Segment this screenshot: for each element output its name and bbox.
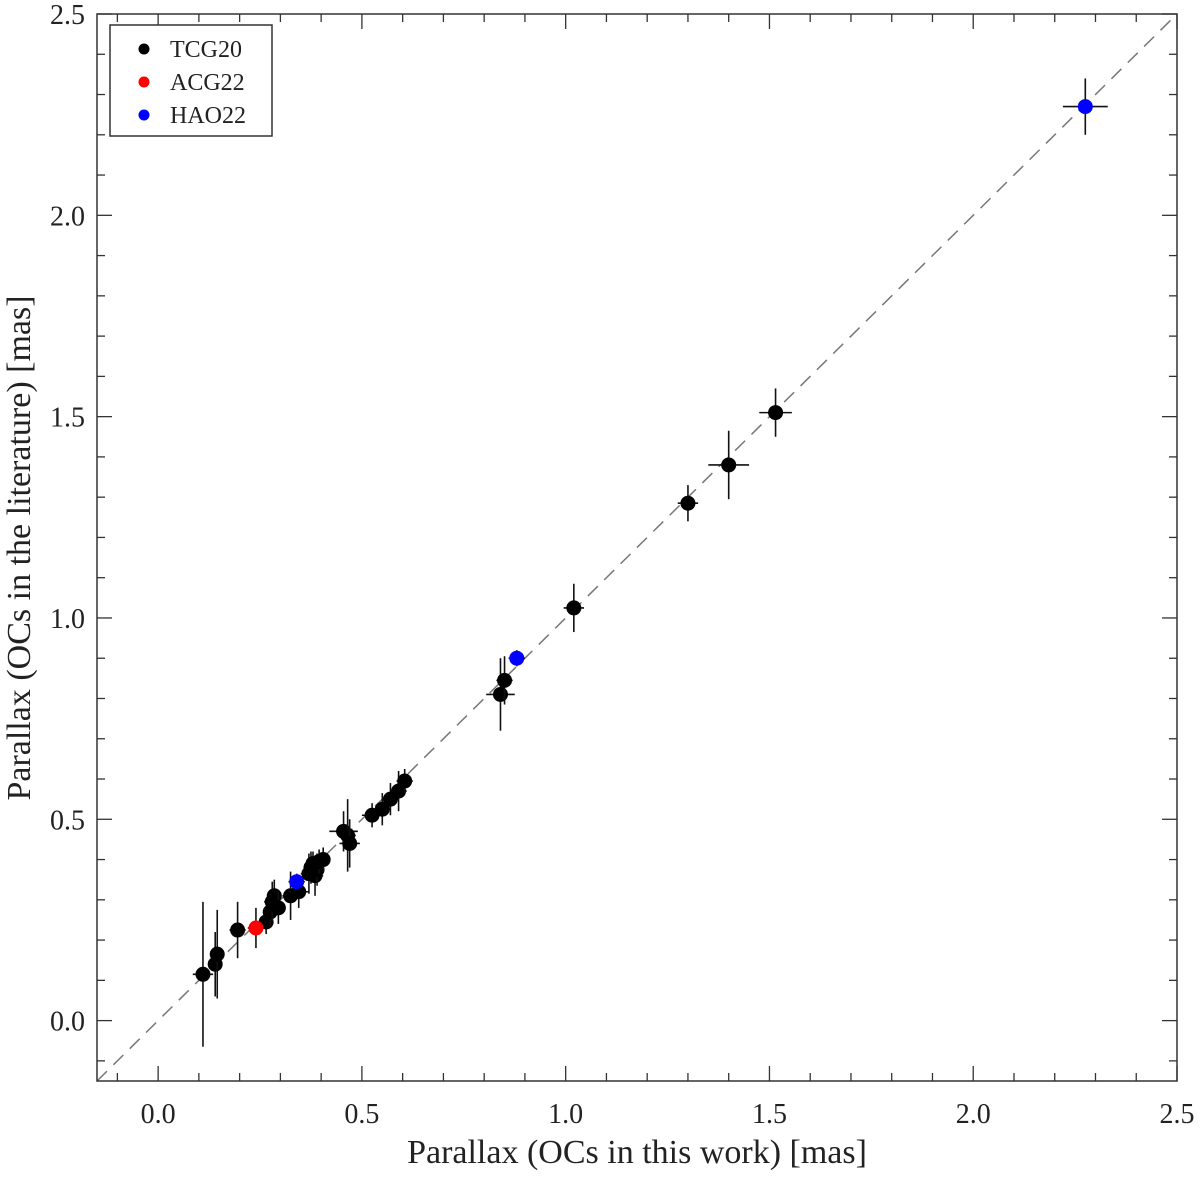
data-points-group xyxy=(192,78,1108,1047)
point-marker xyxy=(230,922,246,938)
point-marker xyxy=(374,801,390,817)
axis-ticks-group: 0.0 0.5 1.0 1.5 2.0 2.5 0.0 0.5 1.0 1.5 2.0 2.5 xyxy=(50,0,1195,1130)
data-point-hao22 xyxy=(1062,78,1108,135)
point-marker xyxy=(680,495,696,511)
point-marker xyxy=(768,405,784,421)
legend-label-hao22: HAO22 xyxy=(170,103,246,129)
point-marker xyxy=(209,946,225,962)
point-marker xyxy=(721,457,737,473)
data-point-hao22 xyxy=(288,873,305,890)
y-tick-label: 1.0 xyxy=(50,604,85,635)
x-tick-label: 1.0 xyxy=(548,1099,583,1130)
data-point-tcg20 xyxy=(229,901,246,959)
point-marker xyxy=(270,900,286,916)
data-point-tcg20 xyxy=(677,485,699,522)
legend-box xyxy=(109,24,273,137)
data-point-tcg20 xyxy=(396,768,413,794)
y-tick-label: 2.0 xyxy=(50,201,85,232)
data-point-tcg20 xyxy=(563,583,585,633)
legend-label-tcg20: TCG20 xyxy=(170,37,242,63)
x-tick-label: 1.5 xyxy=(752,1099,787,1130)
data-point-tcg20 xyxy=(496,656,513,705)
y-tick-label: 1.5 xyxy=(50,403,85,434)
data-point-tcg20 xyxy=(708,430,750,500)
point-marker xyxy=(1077,99,1093,115)
point-marker xyxy=(497,672,513,688)
data-point-tcg20 xyxy=(339,819,360,868)
legend-label-acg22: ACG22 xyxy=(170,70,245,96)
data-point-acg22 xyxy=(247,907,265,949)
y-tick-label: 2.5 xyxy=(50,0,85,31)
legend: TCG20 ACG22 HAO22 xyxy=(109,24,273,137)
legend-marker-tcg20 xyxy=(138,43,150,55)
y-axis-title: Parallax (OCs in the literature) [mas] xyxy=(1,295,38,800)
plot-frame xyxy=(96,13,1178,1082)
data-point-tcg20 xyxy=(759,388,792,437)
point-marker xyxy=(315,852,331,868)
data-point-tcg20 xyxy=(315,847,331,872)
x-tick-label: 0.5 xyxy=(344,1099,379,1130)
data-point-hao22 xyxy=(508,650,525,667)
point-marker xyxy=(289,874,305,890)
x-tick-label: 2.0 xyxy=(956,1099,991,1130)
data-point-tcg20 xyxy=(192,901,214,1047)
point-marker xyxy=(342,835,358,851)
data-point-tcg20 xyxy=(270,891,286,924)
y-tick-label: 0.5 xyxy=(50,805,85,836)
point-marker xyxy=(397,773,413,789)
x-tick-label: 0.0 xyxy=(141,1099,176,1130)
y-tick-label: 0.0 xyxy=(50,1007,85,1038)
legend-marker-hao22 xyxy=(138,109,150,121)
x-axis-title: Parallax (OCs in this work) [mas] xyxy=(407,1134,867,1171)
data-point-tcg20 xyxy=(209,909,225,999)
point-marker xyxy=(509,650,525,666)
point-marker xyxy=(195,966,211,982)
legend-marker-acg22 xyxy=(138,76,150,88)
point-marker xyxy=(492,686,508,702)
point-marker xyxy=(248,920,264,936)
point-marker xyxy=(566,600,582,616)
x-tick-label: 2.5 xyxy=(1160,1099,1195,1130)
